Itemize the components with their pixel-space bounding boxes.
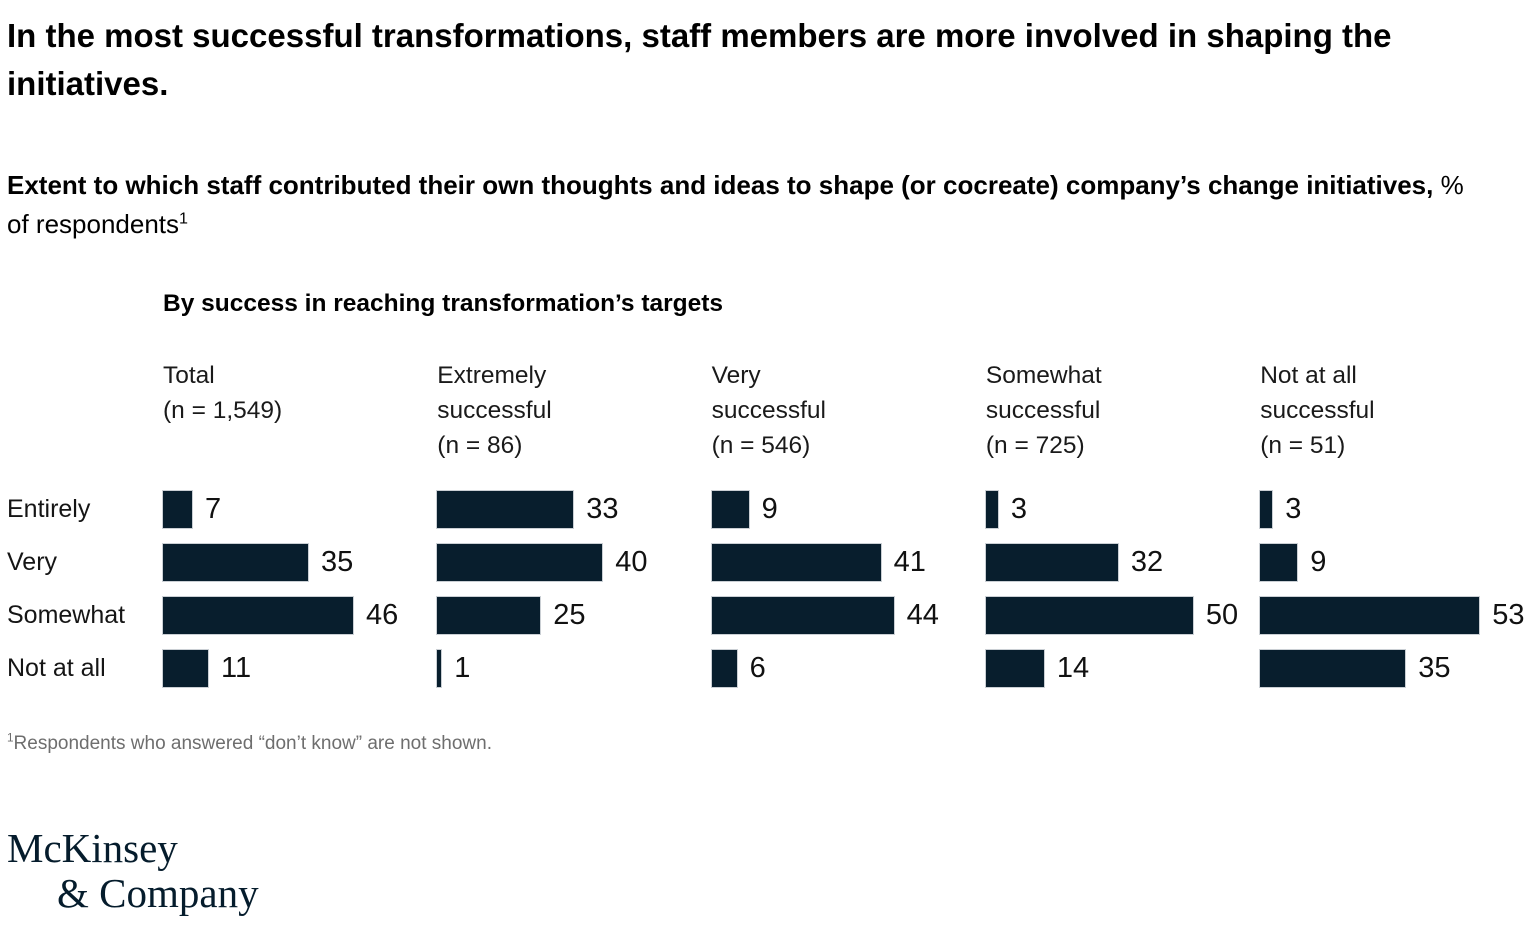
- bar-value-label: 32: [1130, 545, 1164, 578]
- column-header-n: (n = 86): [437, 432, 523, 459]
- row-label: Entirely: [7, 495, 91, 523]
- column-header-n: (n = 51): [1260, 432, 1346, 459]
- bar: [436, 648, 443, 688]
- bar-value-label: 9: [761, 493, 778, 525]
- bar-value-label: 3: [1285, 493, 1302, 525]
- bar-value-label: 3: [1010, 493, 1028, 525]
- chart-group-header: By success in reaching transformation’s …: [163, 290, 724, 317]
- bar-value-label: 11: [221, 651, 252, 684]
- column-header-name: Not at all successful: [1260, 362, 1375, 424]
- column-header-name: Total: [163, 362, 215, 389]
- bar-value-label: 9: [1310, 545, 1327, 578]
- bar: [1259, 648, 1407, 688]
- logo-line-1: McKinsey: [7, 825, 178, 871]
- bar-value-label: 41: [893, 545, 926, 578]
- row-label: Somewhat: [7, 600, 126, 629]
- bar: [984, 595, 1194, 635]
- footnote-marker: 1: [7, 731, 14, 745]
- bar: [984, 542, 1119, 582]
- column-header: Total (n = 1,549): [163, 358, 315, 428]
- bar: [162, 595, 354, 635]
- column-header-n: (n = 1,549): [163, 397, 283, 424]
- column-header-n: (n = 725): [985, 432, 1085, 459]
- bar: [436, 542, 604, 582]
- row-label: Very: [7, 547, 58, 576]
- mckinsey-logo: McKinsey & Company: [7, 826, 259, 916]
- subtitle-bold-text: Extent to which staff contributed their …: [7, 170, 1434, 200]
- bar: [984, 648, 1045, 688]
- logo-line-2: & Company: [57, 870, 259, 916]
- subtitle-footnote-marker: 1: [179, 209, 188, 228]
- bar-value-label: 40: [615, 545, 648, 578]
- bar-value-label: 35: [321, 545, 354, 578]
- bar-value-label: 35: [1418, 651, 1451, 684]
- bar: [436, 490, 575, 529]
- bar: [162, 542, 309, 582]
- bar: [1259, 490, 1274, 529]
- bar: [710, 542, 882, 582]
- bar: [710, 595, 895, 635]
- bar-value-label: 1: [454, 651, 471, 684]
- subtitle-unit-text: % of respondents: [7, 170, 1464, 239]
- column-header: Somewhat successful (n = 725): [986, 358, 1138, 463]
- bar: [436, 595, 542, 635]
- footnote-text: Respondents who answered “don’t know” ar…: [13, 733, 492, 754]
- bar-value-label: 7: [205, 493, 222, 525]
- bar: [1259, 595, 1481, 635]
- bar-value-label: 53: [1492, 598, 1525, 631]
- column-header: Not at all successful (n = 51): [1260, 358, 1412, 463]
- column-header-name: Somewhat successful: [985, 362, 1102, 424]
- bar-value-label: 46: [366, 598, 399, 631]
- column-header-name: Very successful: [711, 362, 826, 424]
- bar: [162, 648, 209, 688]
- bar-value-label: 33: [586, 493, 619, 525]
- bar-value-label: 50: [1205, 598, 1239, 631]
- bar: [710, 490, 750, 529]
- bar: [162, 490, 193, 529]
- column-header-name: Extremely successful: [437, 362, 552, 424]
- bar: [710, 648, 738, 688]
- page-title: In the most successful transformations, …: [7, 17, 1392, 102]
- bar-value-label: 44: [906, 598, 939, 631]
- bar-value-label: 25: [553, 598, 586, 631]
- bar-value-label: 14: [1056, 651, 1090, 684]
- chart-subtitle: Extent to which staff contributed their …: [7, 166, 1482, 244]
- bar: [1259, 542, 1299, 582]
- footnote: 1Respondents who answered “don’t know” a…: [7, 731, 492, 755]
- column-header: Very successful (n = 546): [712, 358, 864, 463]
- row-label: Not at all: [7, 653, 106, 682]
- bar: [984, 490, 999, 529]
- column-header: Extremely successful (n = 86): [437, 358, 589, 463]
- bar-value-label: 6: [749, 651, 766, 684]
- column-header-n: (n = 546): [711, 432, 811, 459]
